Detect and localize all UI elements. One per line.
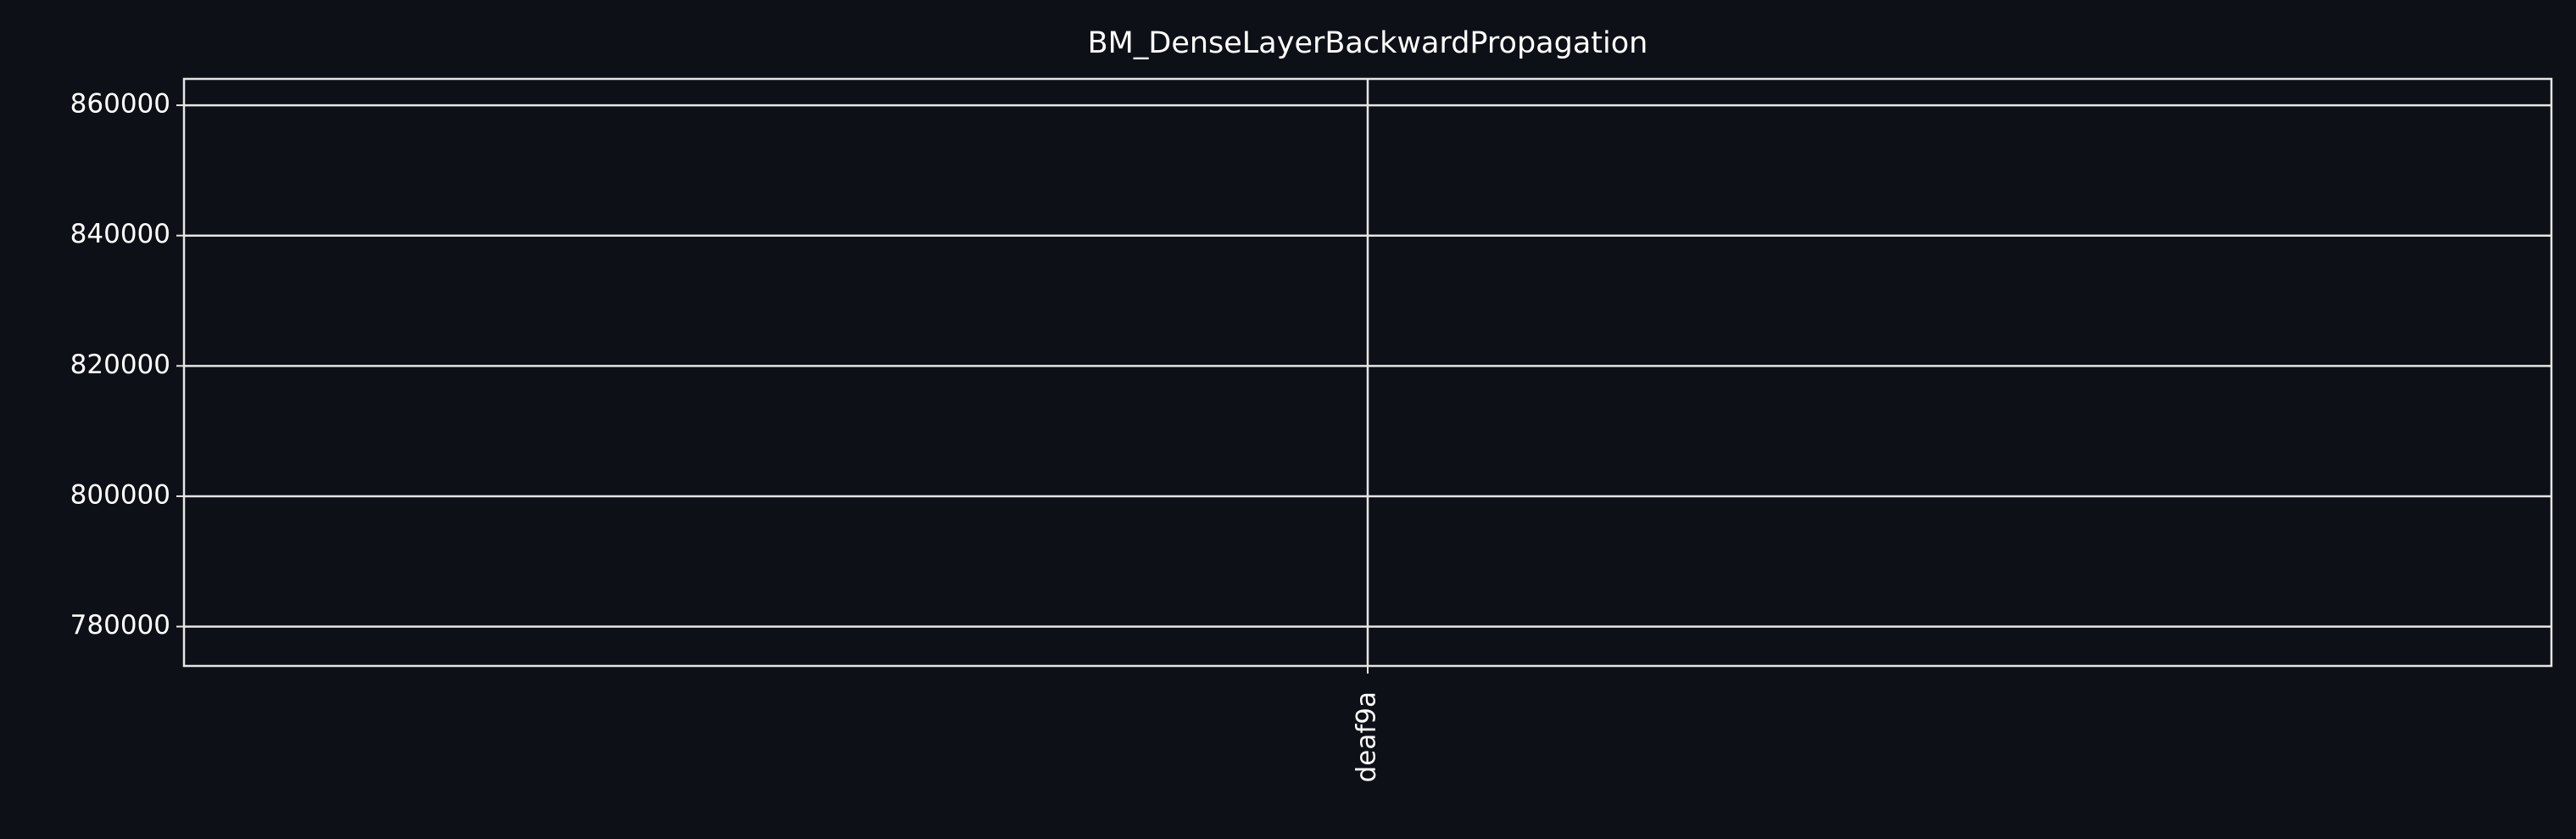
chart-title: BM_DenseLayerBackwardPropagation [1088,26,1648,60]
y-tick-label: 820000 [70,350,170,380]
x-tick-label: deaf9a [1352,691,1382,782]
plot-frame [182,77,2553,668]
y-tick-label: 840000 [70,219,170,249]
y-tick-label: 860000 [70,89,170,120]
y-tick-label: 780000 [70,610,170,640]
y-tick-label: 800000 [70,479,170,510]
